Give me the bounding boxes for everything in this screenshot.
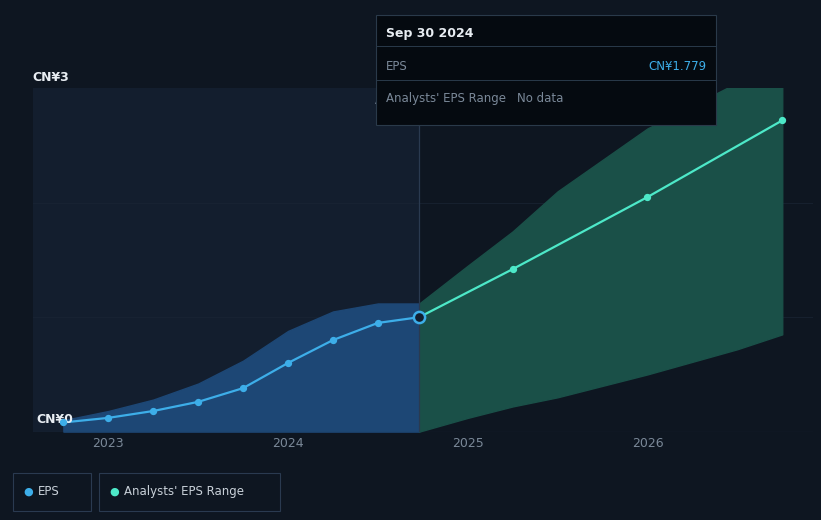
- Point: [147, 407, 160, 415]
- Point: [641, 193, 654, 201]
- Text: CN¥1.779: CN¥1.779: [648, 60, 706, 73]
- Text: Analysts' EPS Range: Analysts' EPS Range: [386, 92, 506, 105]
- Point: [191, 398, 204, 406]
- Point: [776, 116, 789, 125]
- Text: Analysts' EPS Range: Analysts' EPS Range: [124, 486, 244, 498]
- Text: ●: ●: [23, 487, 33, 497]
- Point: [327, 336, 340, 344]
- Point: [282, 359, 295, 367]
- Text: Sep 30 2024: Sep 30 2024: [386, 27, 474, 40]
- Text: ●: ●: [109, 487, 119, 497]
- Bar: [33, 88, 420, 432]
- Text: Actual: Actual: [375, 94, 412, 107]
- Bar: [420, 88, 813, 432]
- Point: [57, 418, 70, 426]
- Text: Analysts Forecasts: Analysts Forecasts: [426, 94, 536, 107]
- Text: No data: No data: [517, 92, 563, 105]
- Point: [413, 313, 426, 321]
- Text: CN¥0: CN¥0: [36, 413, 73, 426]
- Point: [506, 265, 519, 274]
- Point: [102, 414, 115, 422]
- Point: [413, 313, 426, 321]
- Text: CN¥3: CN¥3: [33, 71, 70, 84]
- Text: EPS: EPS: [386, 60, 407, 73]
- Text: EPS: EPS: [38, 486, 59, 498]
- Point: [371, 319, 384, 327]
- Point: [236, 384, 250, 392]
- Point: [413, 313, 426, 321]
